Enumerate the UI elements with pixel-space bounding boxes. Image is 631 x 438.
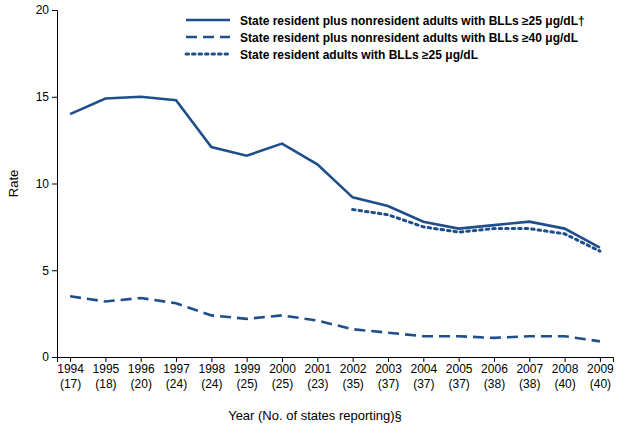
legend-label: State resident plus nonresident adults w…	[240, 14, 585, 28]
y-tick-mark	[52, 10, 57, 11]
x-tick-label: 2007(38)	[516, 362, 543, 391]
legend-swatch	[186, 36, 230, 39]
x-tick: 2001(23)	[304, 357, 331, 391]
x-axis: 1994(17) 1995(18) 1996(20) 1997(24) 1998(24)…	[57, 357, 614, 391]
x-tick-label: 2000(25)	[269, 362, 296, 391]
lines	[70, 97, 600, 342]
x-tick-label: 2001(23)	[304, 362, 331, 391]
y-tick: 5	[42, 264, 57, 278]
x-tick: 1999(25)	[234, 357, 261, 391]
x-tick-label: 1999(25)	[234, 362, 261, 391]
x-tick: 2000(25)	[269, 357, 296, 391]
x-tick-label: 2009(40)	[587, 362, 614, 391]
y-tick: 0	[42, 350, 57, 364]
y-tick-label: 15	[36, 90, 50, 104]
legend: State resident plus nonresident adults w…	[186, 14, 585, 62]
x-tick: 2002(35)	[340, 357, 367, 391]
x-tick-label: 2002(35)	[340, 362, 367, 391]
series-line	[70, 97, 600, 248]
x-tick: 2003(37)	[375, 357, 402, 391]
y-tick: 15	[36, 90, 57, 104]
y-tick-label: 10	[36, 177, 50, 191]
x-tick-label: 1997(24)	[163, 362, 190, 391]
x-tick: 2009(40)	[587, 357, 614, 391]
y-tick: 20	[36, 3, 57, 17]
y-tick-label: 0	[42, 350, 49, 364]
y-axis: 0 5 10 15 20	[36, 3, 58, 364]
legend-swatch	[186, 53, 230, 56]
x-tick-label: 1994(17)	[57, 362, 84, 391]
x-tick: 1994(17)	[57, 357, 84, 391]
y-tick: 10	[36, 177, 57, 191]
x-tick: 2008(40)	[552, 357, 579, 391]
y-tick-mark	[52, 97, 57, 98]
y-tick-label: 20	[36, 3, 50, 17]
x-tick: 1996(20)	[128, 357, 155, 391]
x-tick-label: 2005(37)	[446, 362, 473, 391]
x-tick-label: 1995(18)	[93, 362, 120, 391]
x-tick: 1997(24)	[163, 357, 190, 391]
x-tick: 2005(37)	[446, 357, 473, 391]
y-tick-label: 5	[42, 264, 49, 278]
y-tick-mark	[52, 184, 57, 185]
x-tick: 2004(37)	[410, 357, 437, 391]
x-tick-label: 1996(20)	[128, 362, 155, 391]
series-line	[353, 210, 600, 252]
x-tick: 2006(38)	[481, 357, 508, 391]
x-tick-label: 1998(24)	[199, 362, 226, 391]
legend-label: State resident adults with BLLs ≥25 μg/d…	[240, 48, 478, 62]
x-axis-title: Year (No. of states reporting)§	[228, 408, 402, 423]
y-tick-mark	[52, 357, 57, 358]
x-tick-label: 2006(38)	[481, 362, 508, 391]
y-axis-line	[52, 11, 58, 358]
chart: 0 5 10 15 20 1994(17) 1995(18) 1996(20) 1997(24)…	[0, 0, 631, 438]
x-tick-label: 2004(37)	[410, 362, 437, 391]
x-tick: 1995(18)	[93, 357, 120, 391]
y-tick-mark	[52, 270, 57, 271]
series-line	[70, 296, 600, 341]
legend-label: State resident plus nonresident adults w…	[240, 31, 578, 45]
x-tick-label: 2008(40)	[552, 362, 579, 391]
y-axis-title: Rate	[6, 170, 21, 197]
x-tick: 2007(38)	[516, 357, 543, 391]
legend-swatch	[186, 19, 230, 22]
x-tick: 1998(24)	[199, 357, 226, 391]
x-tick-label: 2003(37)	[375, 362, 402, 391]
